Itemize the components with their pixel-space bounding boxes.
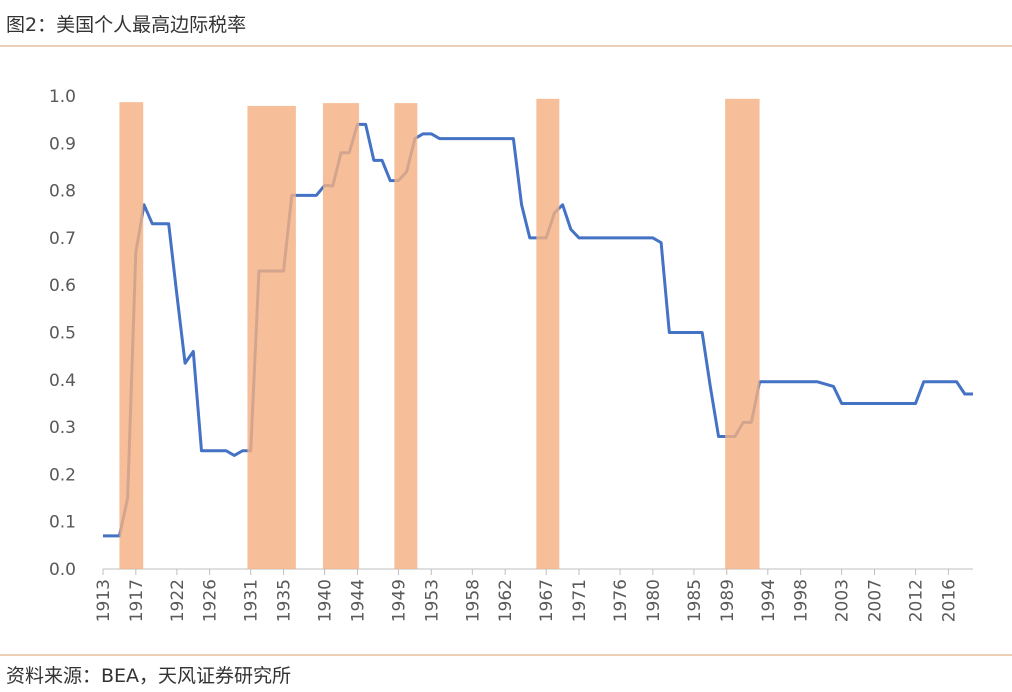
x-tick-label: 1926	[201, 579, 221, 622]
x-tick-label: 1917	[127, 579, 147, 622]
x-tick-label: 1931	[242, 579, 262, 622]
source-note: 资料来源：BEA，天风证券研究所	[6, 665, 291, 687]
shaded-band	[322, 103, 360, 569]
chart-title: 图2：美国个人最高边际税率	[6, 14, 246, 36]
y-tick-label: 0.4	[49, 371, 76, 391]
shaded-band	[725, 98, 760, 569]
y-tick-label: 0.8	[49, 182, 76, 202]
y-tick-label: 0.3	[49, 418, 76, 438]
x-tick-label: 1989	[718, 579, 738, 622]
x-tick-label: 1922	[168, 579, 188, 622]
x-tick-label: 1940	[316, 579, 336, 622]
shaded-band	[536, 98, 560, 569]
shaded-band	[247, 105, 296, 570]
x-tick-label: 2012	[907, 579, 927, 622]
x-tick-label: 1953	[422, 579, 442, 622]
x-tick-label: 1980	[644, 579, 664, 622]
x-tick-label: 1944	[348, 579, 368, 622]
x-tick-label: 2007	[866, 579, 886, 622]
x-tick-label: 1998	[792, 579, 812, 622]
x-tick-label: 2016	[939, 579, 959, 622]
x-tick-label: 1994	[759, 579, 779, 622]
shaded-band	[394, 103, 418, 569]
y-tick-label: 0.7	[49, 229, 76, 249]
x-tick-label: 1935	[275, 579, 295, 622]
x-tick-label: 2003	[833, 579, 853, 622]
y-tick-label: 0.9	[49, 134, 76, 154]
x-tick-label: 1913	[94, 579, 114, 622]
y-tick-label: 0.2	[49, 465, 76, 485]
y-tick-label: 1.0	[49, 87, 76, 107]
x-tick-label: 1976	[611, 579, 631, 622]
shaded-band	[119, 102, 144, 570]
x-tick-label: 1949	[389, 579, 409, 622]
x-tick-label: 1962	[496, 579, 516, 622]
y-tick-label: 0.5	[49, 324, 76, 344]
x-tick-label: 1967	[537, 579, 557, 622]
y-tick-label: 0.1	[49, 513, 76, 533]
y-tick-label: 0.6	[49, 276, 76, 296]
x-tick-label: 1985	[685, 579, 705, 622]
x-tick-label: 1971	[570, 579, 590, 622]
x-tick-label: 1958	[463, 579, 483, 622]
y-tick-label: 0.0	[49, 560, 76, 580]
